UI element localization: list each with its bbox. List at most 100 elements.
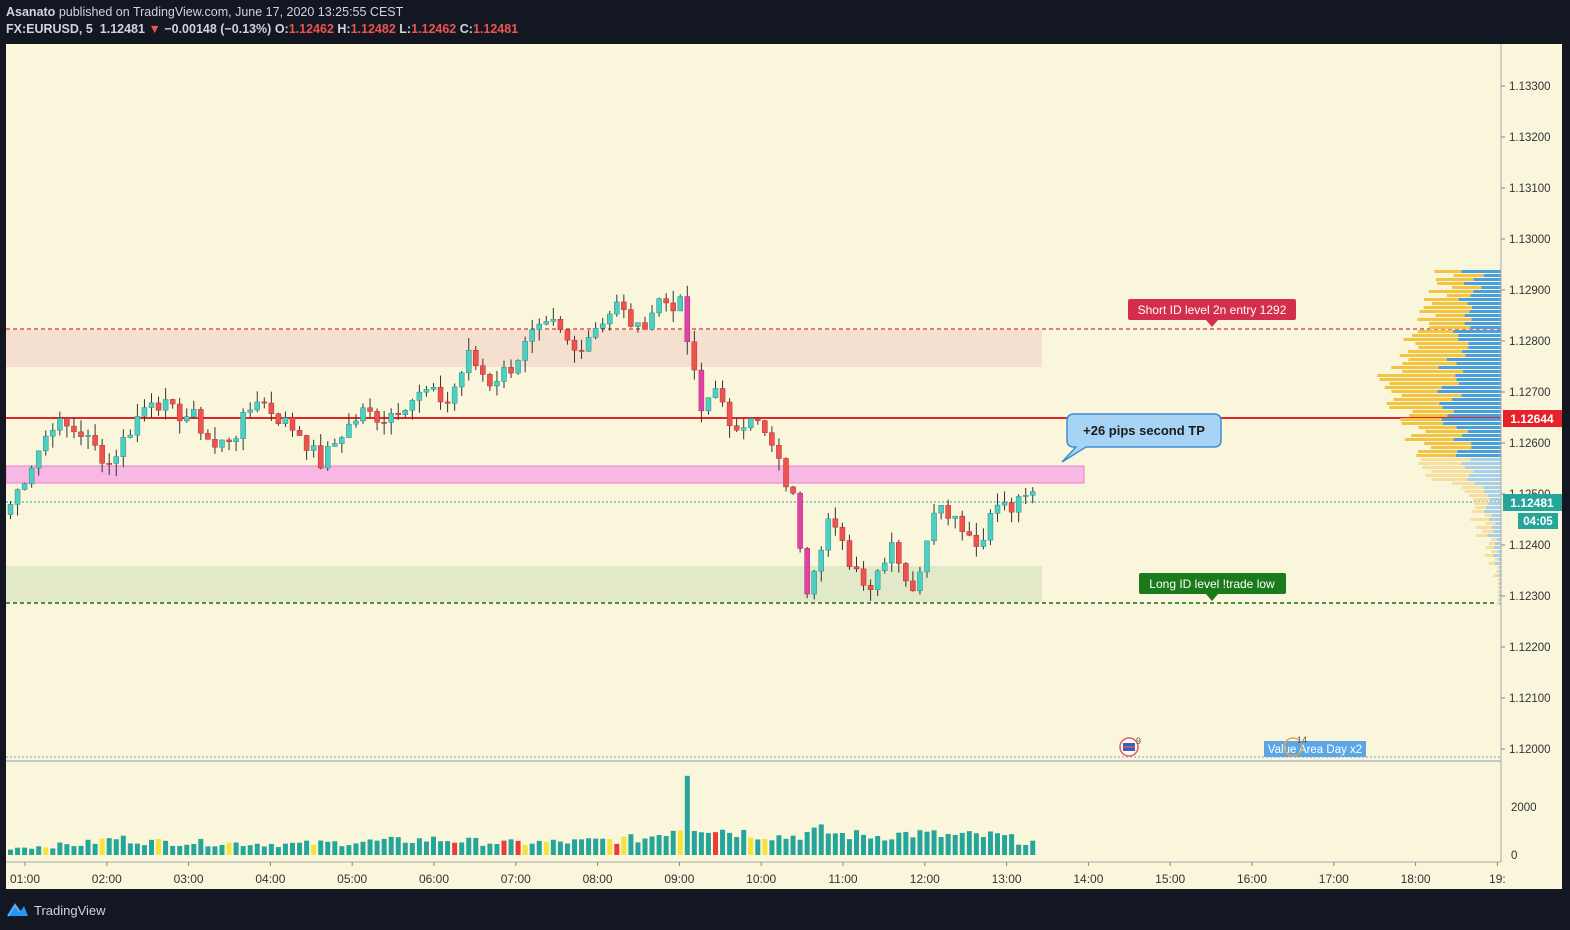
candle-body[interactable]	[1001, 502, 1008, 506]
candle-body[interactable]	[896, 542, 902, 564]
candle-body[interactable]	[127, 434, 134, 438]
candle-body[interactable]	[494, 381, 500, 387]
candle-body[interactable]	[790, 486, 796, 494]
candle-body[interactable]	[881, 562, 888, 571]
candle-body[interactable]	[191, 409, 197, 418]
candle-body[interactable]	[134, 416, 141, 436]
candle-body[interactable]	[719, 388, 726, 403]
candle-body[interactable]	[325, 446, 331, 469]
candle-body[interactable]	[409, 400, 416, 411]
candle-body[interactable]	[7, 504, 14, 515]
candle-body[interactable]	[663, 298, 669, 304]
candle-body[interactable]	[416, 391, 423, 401]
candle-body[interactable]	[43, 435, 49, 452]
candle-body[interactable]	[621, 301, 627, 310]
candle-body[interactable]	[592, 327, 599, 338]
candle-body[interactable]	[480, 365, 486, 375]
candle-body[interactable]	[614, 301, 620, 315]
candle-body[interactable]	[120, 437, 127, 457]
candle-body[interactable]	[917, 571, 923, 592]
candle-body[interactable]	[571, 339, 578, 351]
candle-body[interactable]	[585, 337, 592, 352]
economic-event-icon[interactable]: 9	[1119, 736, 1141, 757]
candle-body[interactable]	[628, 309, 634, 327]
candle-body[interactable]	[141, 407, 148, 417]
candle-body[interactable]	[973, 534, 980, 547]
candle-body[interactable]	[931, 512, 937, 542]
candle-body[interactable]	[458, 372, 465, 388]
candle-body[interactable]	[557, 319, 564, 331]
candle-body[interactable]	[818, 549, 824, 572]
candle-body[interactable]	[339, 437, 345, 444]
candle-body[interactable]	[564, 329, 571, 341]
candle-body[interactable]	[289, 417, 296, 431]
candle-body[interactable]	[903, 563, 909, 582]
candle-body[interactable]	[64, 418, 70, 427]
candle-body[interactable]	[1022, 494, 1029, 497]
candle-body[interactable]	[987, 512, 994, 541]
candle-body[interactable]	[1015, 496, 1022, 513]
price-axis[interactable]	[1501, 44, 1562, 862]
candle-body[interactable]	[825, 518, 832, 551]
candle-body[interactable]	[698, 369, 705, 412]
candle-body[interactable]	[367, 407, 373, 412]
candle-body[interactable]	[691, 341, 698, 371]
candle-body[interactable]	[303, 435, 310, 451]
candle-body[interactable]	[71, 425, 77, 433]
author-name[interactable]: Asanato	[6, 5, 56, 19]
candle-body[interactable]	[169, 399, 176, 405]
candle-body[interactable]	[945, 505, 951, 519]
candle-body[interactable]	[543, 321, 550, 325]
candle-body[interactable]	[28, 467, 35, 485]
candle-body[interactable]	[113, 456, 119, 464]
candle-body[interactable]	[388, 413, 394, 423]
candle-body[interactable]	[740, 427, 747, 431]
candle-body[interactable]	[346, 423, 352, 438]
candle-body[interactable]	[769, 432, 775, 446]
candle-body[interactable]	[254, 401, 260, 411]
candle-body[interactable]	[867, 585, 874, 590]
candle-body[interactable]	[21, 483, 28, 490]
candle-body[interactable]	[726, 401, 733, 426]
candle-body[interactable]	[522, 341, 528, 361]
tp-callout[interactable]: +26 pips second TP	[1061, 413, 1222, 463]
chart-area[interactable]: 1.13300 1.13200 1.13100 1.13000 1.12900 1.128…	[6, 44, 1562, 889]
candle-body[interactable]	[846, 540, 853, 567]
candle-body[interactable]	[860, 568, 867, 586]
candle-body[interactable]	[684, 296, 691, 343]
candle-body[interactable]	[85, 435, 91, 437]
candle-body[interactable]	[712, 388, 719, 398]
candle-body[interactable]	[910, 580, 916, 592]
candle-body[interactable]	[811, 570, 817, 595]
candle-body[interactable]	[99, 445, 105, 464]
candle-body[interactable]	[607, 313, 613, 325]
candle-body[interactable]	[874, 570, 881, 590]
candle-body[interactable]	[797, 492, 803, 549]
candle-body[interactable]	[642, 322, 648, 330]
candle-body[interactable]	[395, 413, 401, 415]
candle-body[interactable]	[57, 418, 63, 431]
candle-body[interactable]	[656, 298, 662, 314]
candle-body[interactable]	[924, 540, 930, 573]
candle-body[interactable]	[402, 410, 409, 415]
candle-body[interactable]	[437, 387, 444, 403]
candle-body[interactable]	[268, 402, 275, 414]
tradingview-logo-icon[interactable]	[6, 901, 30, 919]
candle-body[interactable]	[515, 360, 521, 374]
candle-body[interactable]	[162, 399, 169, 411]
candle-body[interactable]	[353, 420, 359, 425]
candle-body[interactable]	[966, 531, 973, 536]
candle-body[interactable]	[317, 445, 324, 469]
symbol-label[interactable]: FX:EURUSD, 5	[6, 22, 93, 36]
value-area-label[interactable]: Value Area Day x2 14	[1264, 735, 1366, 757]
candle-body[interactable]	[50, 429, 56, 437]
candle-body[interactable]	[430, 387, 437, 390]
candle-body[interactable]	[670, 302, 676, 312]
short-entry-label[interactable]: Short ID level 2n entry 1292	[1128, 299, 1296, 327]
candle-body[interactable]	[184, 416, 190, 422]
candle-body[interactable]	[219, 439, 225, 448]
candle-body[interactable]	[261, 401, 268, 404]
tradingview-brand[interactable]: TradingView	[34, 903, 106, 918]
candle-body[interactable]	[783, 458, 789, 488]
candle-body[interactable]	[677, 296, 683, 312]
